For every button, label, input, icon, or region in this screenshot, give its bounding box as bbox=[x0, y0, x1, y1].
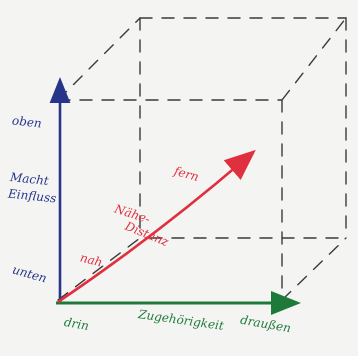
cube-top-right-diagonal bbox=[281, 17, 347, 101]
y-axis-middle-label-1: Macht bbox=[9, 170, 50, 188]
dashed-cube bbox=[57, 17, 347, 301]
y-axis-top-label: oben bbox=[11, 113, 43, 131]
cube-top-left-diagonal bbox=[57, 17, 141, 101]
cube-bottom-right-diagonal bbox=[281, 237, 347, 301]
diagonal-distance-arrow bbox=[57, 149, 256, 304]
cube-bottom-left-diagonal bbox=[57, 237, 141, 301]
